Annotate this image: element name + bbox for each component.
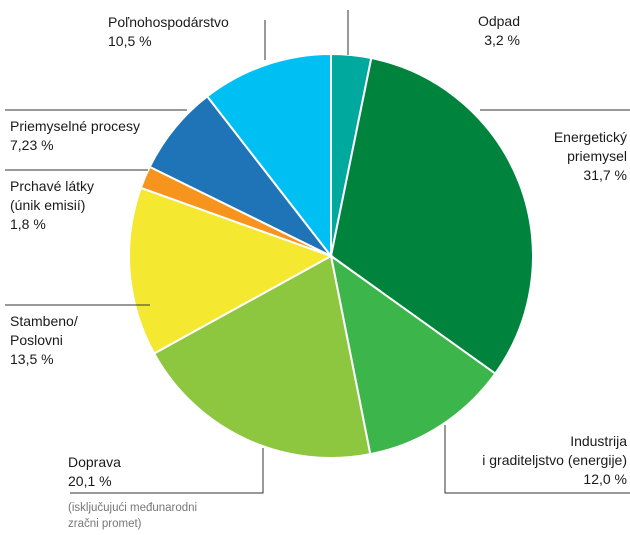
slice-label-line: Poslovni: [10, 332, 63, 348]
slice-value: 10,5 %: [108, 33, 152, 49]
slice-value: 13,5 %: [10, 351, 54, 367]
slice-value: 3,2 %: [484, 32, 520, 48]
slice-label-line: (únik emisií): [10, 197, 86, 213]
slice-label-line: Prchavé látky: [10, 178, 95, 194]
pie-slice-4: [128, 186, 334, 355]
slice-label-line: Doprava: [68, 454, 121, 470]
pie-slice-1: [329, 56, 534, 375]
slice-value: 1,8 %: [10, 216, 46, 232]
slice-label-doprava: Doprava 20,1 %: [68, 453, 121, 491]
slice-label-stambeno: Stambeno/ Poslovni 13,5 %: [10, 312, 78, 369]
slice-label-line: Stambeno/: [10, 313, 78, 329]
slice-label-procesy: Priemyselné procesy 7,23 %: [10, 117, 140, 155]
slice-note-line: zračni promet): [68, 518, 142, 530]
pie-slice-2: [329, 253, 497, 456]
pie-slice-7: [205, 52, 332, 259]
slice-label-polnohospodarstvo: Poľnohospodárstvo 10,5 %: [108, 13, 229, 51]
slice-label-odpad: Odpad 3,2 %: [478, 12, 520, 50]
slice-note-doprava: (isključujući međunarodni zračni promet): [68, 500, 197, 532]
slice-label-line: Industrija: [570, 433, 627, 449]
slice-value: 12,0 %: [583, 471, 627, 487]
slice-label-line: priemysel: [567, 148, 627, 164]
pie-slices: [128, 52, 534, 459]
slice-label-line: Poľnohospodárstvo: [108, 14, 229, 30]
leader-lines: [5, 10, 630, 494]
slice-value: 31,7 %: [583, 167, 627, 183]
slice-label-line: Energetický: [553, 129, 627, 145]
slice-label-energeticky: Energetický priemysel 31,7 %: [554, 128, 627, 185]
slice-label-line: Priemyselné procesy: [10, 118, 140, 134]
slice-value: 7,23 %: [10, 137, 54, 153]
slice-note-line: (isključujući međunarodni: [68, 502, 198, 514]
pie-slice-3: [152, 254, 372, 459]
slice-label-industrija: Industrija i graditeljstvo (energije) 12…: [482, 432, 627, 489]
slice-label-line: i graditeljstvo (energije): [482, 452, 627, 468]
slice-label-line: Odpad: [477, 13, 520, 29]
leader-line-doprava: [70, 448, 264, 494]
slice-label-prchave: Prchavé látky (únik emisií) 1,8 %: [10, 177, 94, 234]
leader-line-industrija: [444, 425, 630, 494]
slice-value: 20,1 %: [68, 473, 112, 489]
